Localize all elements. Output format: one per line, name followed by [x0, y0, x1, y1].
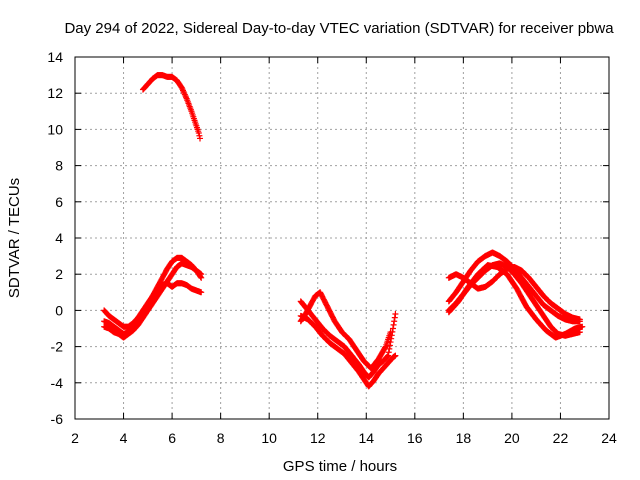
series-arc-4b	[445, 260, 583, 339]
series-arc-3b	[297, 312, 399, 390]
data-point	[392, 352, 399, 359]
data-point	[385, 352, 392, 359]
data-point	[196, 132, 203, 139]
axis-ticks	[74, 56, 610, 420]
data-point	[391, 318, 398, 325]
y-tick-label: -6	[51, 411, 64, 427]
x-tick-label: 16	[407, 430, 423, 446]
x-tick-label: 10	[261, 430, 277, 446]
y-tick-label: 14	[47, 49, 63, 65]
data-point	[382, 344, 389, 351]
series-arc-2c	[101, 280, 205, 330]
y-tick-label: 10	[47, 121, 63, 137]
data-point	[178, 84, 185, 91]
data-point	[195, 130, 202, 137]
data-point	[183, 94, 190, 101]
x-tick-label: 22	[553, 430, 569, 446]
y-tick-label: 12	[47, 85, 63, 101]
data-point	[383, 354, 390, 361]
data-point	[579, 323, 586, 330]
x-tick-label: 20	[504, 430, 520, 446]
x-tick-label: 14	[358, 430, 374, 446]
y-tick-label: 6	[55, 194, 63, 210]
data-point	[386, 342, 393, 349]
series-arc-3c	[297, 289, 394, 372]
x-tick-label: 8	[217, 430, 225, 446]
y-tick-label: 2	[55, 266, 63, 282]
x-axis-label: GPS time / hours	[283, 458, 397, 475]
series-arc-2b	[101, 260, 205, 341]
x-tick-label: 12	[310, 430, 326, 446]
x-tick-label: 2	[71, 430, 79, 446]
data-point	[391, 314, 398, 321]
x-tick-label: 6	[168, 430, 176, 446]
x-tick-label: 18	[456, 430, 472, 446]
chart-title: Day 294 of 2022, Sidereal Day-to-day VTE…	[64, 20, 614, 37]
data-point	[180, 88, 187, 95]
data-point	[179, 86, 186, 93]
y-tick-label: 4	[55, 230, 63, 246]
series-arc-4c	[445, 263, 583, 323]
data-point	[390, 321, 397, 328]
data-point	[387, 329, 394, 336]
data-point	[384, 353, 391, 360]
x-tick-label: 24	[601, 430, 617, 446]
series-arc-1	[139, 72, 204, 142]
y-tick-label: 8	[55, 158, 63, 174]
series-arc-3a	[297, 298, 399, 381]
data-points	[101, 72, 586, 390]
data-point	[198, 271, 205, 278]
data-point	[389, 325, 396, 332]
data-point	[197, 135, 204, 142]
y-tick-label: -2	[51, 339, 64, 355]
y-axis-label: SDTVAR / TECUs	[6, 178, 23, 298]
grid-lines	[75, 57, 609, 419]
data-point	[181, 90, 188, 97]
data-point	[198, 289, 205, 296]
data-point	[182, 92, 189, 99]
y-tick-label: 0	[55, 302, 63, 318]
series-arc-4d	[445, 262, 586, 341]
data-point	[392, 311, 399, 318]
x-tick-label: 4	[120, 430, 128, 446]
y-tick-label: -4	[51, 375, 64, 391]
data-point	[180, 87, 187, 94]
data-point	[181, 91, 188, 98]
data-point	[576, 316, 583, 323]
data-point	[385, 349, 392, 356]
